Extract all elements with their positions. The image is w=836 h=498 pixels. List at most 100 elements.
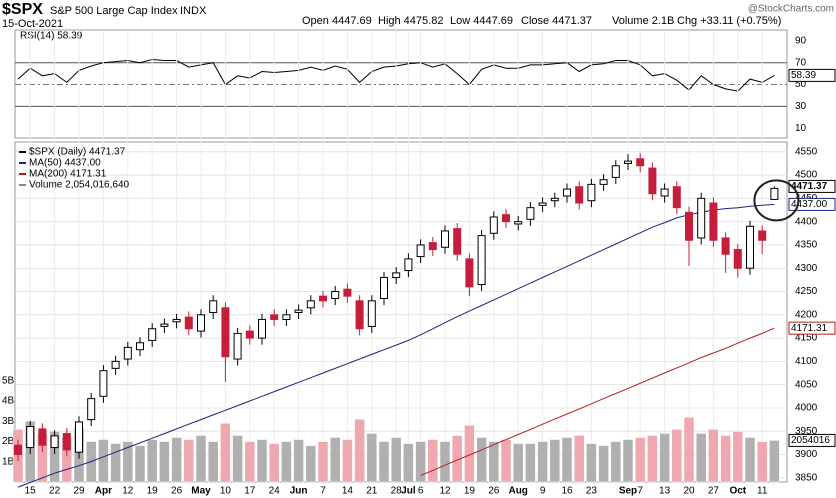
close: Close 4471.37 — [521, 15, 592, 27]
y-tick-label: 4350 — [795, 240, 818, 251]
x-tick-label: 7 — [320, 486, 326, 497]
y-tick-label: 3850 — [795, 472, 818, 483]
volume-bar — [500, 439, 512, 483]
volume-bar — [134, 445, 146, 483]
candle-body — [258, 318, 266, 339]
x-tick-label: 9 — [540, 486, 546, 497]
x-tick-label: 24 — [269, 486, 281, 497]
y-tick-label: 3950 — [795, 426, 818, 437]
volume-bar — [622, 439, 634, 483]
volume-bar — [195, 435, 207, 483]
volume-bar — [122, 441, 134, 483]
y-tick-label: 10 — [795, 123, 807, 134]
date: 15-Oct-2021 — [2, 18, 63, 30]
exchange: INDX — [180, 5, 207, 17]
value-tag-box — [788, 68, 836, 82]
candle-body — [441, 230, 449, 248]
candle-body — [477, 235, 486, 286]
volume-bar — [586, 443, 597, 483]
x-tick-label: 12 — [439, 486, 451, 497]
legend-label: $SPX (Daily) 4471.37 — [29, 147, 126, 158]
candle-body — [624, 160, 632, 164]
candle-body — [343, 288, 352, 297]
candle-body — [733, 249, 742, 269]
y-tick-label: 4150 — [795, 333, 818, 344]
candle-body — [685, 211, 693, 241]
value-tag: 4471.37 — [791, 181, 828, 192]
volume-bar — [647, 435, 658, 483]
volume-bar — [439, 441, 451, 483]
x-tick-label: Aug — [508, 486, 527, 497]
x-tick-label: 11 — [757, 486, 768, 497]
x-tick-label: 15 — [25, 486, 37, 497]
volume-bar — [720, 435, 731, 483]
volume-bar — [634, 437, 646, 483]
value-tag-box — [788, 197, 836, 211]
candle-body — [111, 360, 120, 369]
volume-bar — [305, 445, 317, 483]
candle-body — [392, 272, 401, 279]
x-tick-label: 19 — [464, 486, 476, 497]
volume-bar — [512, 443, 524, 483]
candle-body — [209, 300, 218, 313]
volume-bar — [220, 423, 231, 483]
volume-tick-label: 2B — [2, 436, 15, 447]
value-tag: 4437.00 — [791, 199, 828, 210]
index-name: S&P 500 Large Cap Index — [50, 5, 178, 17]
volume-bar — [464, 425, 475, 483]
candle-body — [660, 188, 669, 197]
x-tick-label: May — [191, 486, 211, 497]
volume-tick-label: 5B — [2, 375, 15, 386]
volume-bar — [329, 437, 341, 483]
volume-bar — [268, 443, 280, 483]
volume-bar — [256, 439, 268, 483]
candle-body — [282, 314, 291, 320]
x-tick-label: 12 — [122, 486, 134, 497]
x-tick-label: 26 — [171, 486, 183, 497]
volume-bar — [598, 445, 609, 483]
volume-bar — [207, 441, 219, 483]
credit: @StockCharts.com — [748, 4, 834, 15]
x-tick-label: Jun — [290, 486, 308, 497]
change: Chg +33.11 (+0.75%) — [677, 15, 781, 27]
open: Open 4447.69 — [302, 15, 372, 27]
volume-bar — [159, 441, 170, 483]
y-tick-label: 4500 — [795, 170, 818, 181]
candle-body — [709, 202, 718, 241]
rsi-title: RSI(14) 58.39 — [20, 31, 83, 42]
volume-tick-label: 1B — [2, 456, 15, 467]
volume-bar — [769, 440, 780, 483]
legend-label: MA(200) 4171.31 — [29, 169, 107, 180]
candle-body — [502, 214, 510, 223]
value-tag: 2054016 — [791, 435, 830, 446]
volume-bar — [549, 439, 561, 483]
volume-bar — [146, 439, 158, 483]
volume-bar — [659, 433, 670, 483]
x-tick-label: 10 — [220, 486, 232, 497]
volume-bar — [525, 443, 536, 483]
volume-bar — [610, 441, 622, 483]
volume-bar — [171, 437, 182, 483]
candle-body — [599, 179, 608, 185]
y-tick-label: 90 — [795, 36, 807, 47]
volume-bar — [451, 435, 463, 483]
candle-body — [245, 330, 254, 339]
candle-body — [672, 186, 681, 209]
value-tag-box — [788, 179, 836, 193]
volume-bar — [232, 435, 243, 483]
y-tick-label: 50 — [795, 79, 807, 90]
low: Low 4447.69 — [450, 15, 513, 27]
y-tick-label: 4100 — [795, 356, 818, 367]
candle-body — [87, 398, 96, 421]
x-tick-label: 28 — [391, 486, 403, 497]
x-tick-label: 26 — [488, 486, 500, 497]
x-tick-label: Apr — [95, 486, 112, 497]
volume-bar — [390, 437, 402, 483]
candle-body — [233, 332, 242, 360]
candle-body — [563, 188, 571, 197]
candle-body — [611, 165, 620, 178]
x-tick-label: 20 — [683, 486, 695, 497]
x-tick-label: Oct — [729, 486, 746, 497]
candle-body — [136, 342, 144, 351]
candle-body — [197, 314, 205, 332]
